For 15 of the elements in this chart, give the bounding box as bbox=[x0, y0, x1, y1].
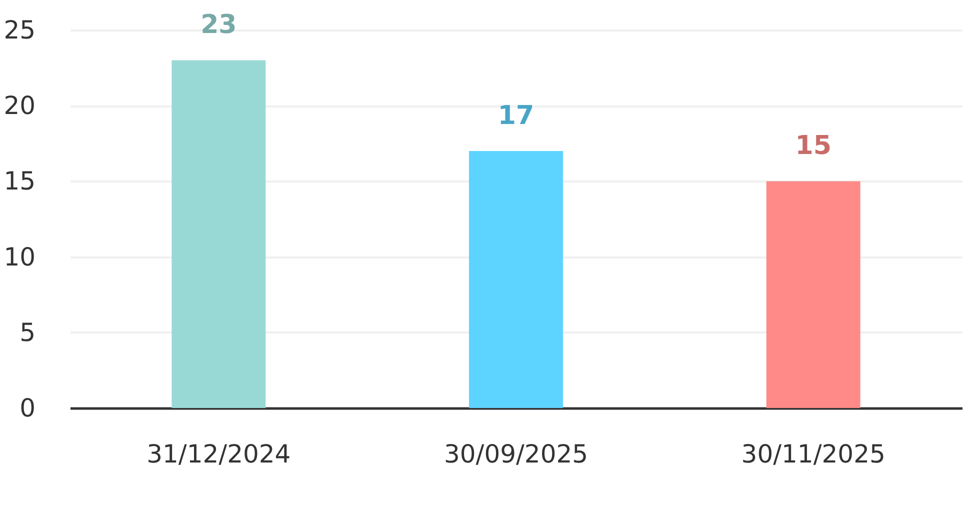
data-label: 23 bbox=[200, 10, 237, 40]
data-label: 15 bbox=[795, 131, 832, 162]
bar bbox=[172, 60, 266, 408]
x-tick-label: 31/12/2024 bbox=[146, 440, 291, 468]
y-tick-label: 0 bbox=[20, 394, 36, 422]
y-tick-label: 10 bbox=[4, 242, 36, 272]
data-label: 17 bbox=[498, 100, 534, 131]
y-tick-label: 20 bbox=[4, 91, 36, 120]
y-tick-label: 15 bbox=[4, 166, 36, 196]
x-tick-label: 30/09/2025 bbox=[444, 440, 588, 468]
y-tick-label: 5 bbox=[20, 318, 36, 347]
bar bbox=[469, 150, 563, 408]
y-tick-label: 25 bbox=[4, 16, 36, 44]
x-tick-label: 30/11/2025 bbox=[741, 440, 886, 468]
bar bbox=[766, 181, 860, 408]
